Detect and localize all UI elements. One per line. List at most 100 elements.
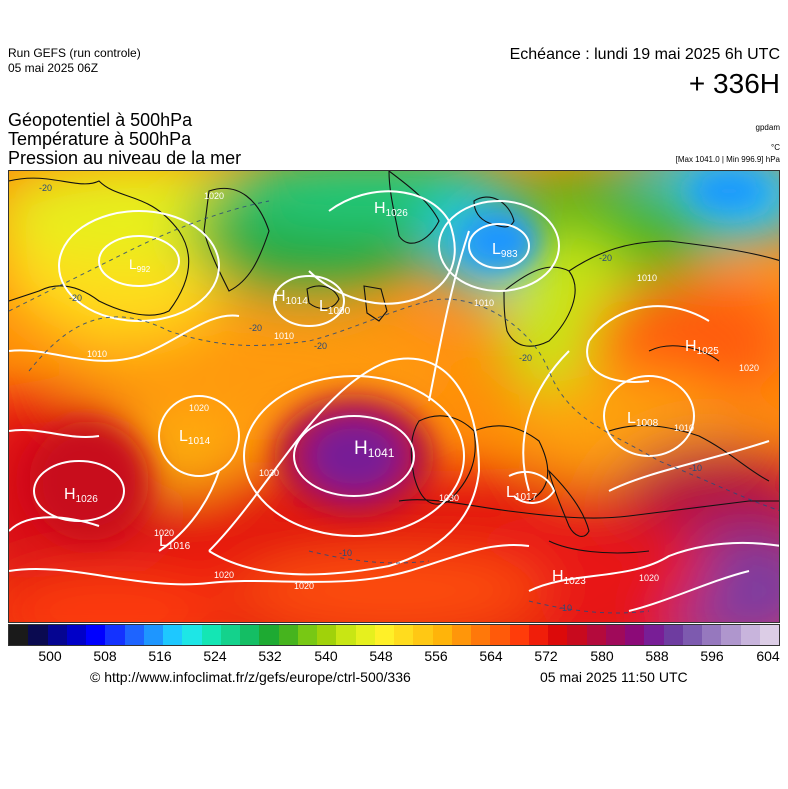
colorbar-swatch: [9, 625, 29, 645]
colorbar-swatch: [201, 625, 221, 645]
colorbar-swatch: [163, 625, 183, 645]
colorbar-swatch: [47, 625, 67, 645]
isotherm-label: -20: [69, 293, 82, 303]
isobar-label: 1030: [439, 493, 459, 503]
isobar-label: 1030: [259, 468, 279, 478]
run-title: Run GEFS (run controle): [8, 46, 141, 60]
high-pressure-center: H1025: [685, 338, 719, 357]
colorbar-swatch: [490, 625, 510, 645]
colorbar-swatch: [355, 625, 375, 645]
low-pressure-center: L1016: [159, 533, 191, 552]
isobar-label: 1010: [87, 349, 107, 359]
colorbar-tick-label: 556: [424, 648, 448, 664]
low-pressure-center: L1008: [627, 410, 659, 429]
colorbar-swatch: [586, 625, 606, 645]
colorbar-swatch: [471, 625, 491, 645]
colorbar-swatch: [297, 625, 317, 645]
isobar-label: 1010: [474, 298, 494, 308]
colorbar-swatch: [317, 625, 337, 645]
colorbar-swatch: [605, 625, 625, 645]
colorbar-swatch: [182, 625, 202, 645]
colorbar-swatch: [759, 625, 779, 645]
colorbar-tick-label: 540: [314, 648, 338, 664]
isotherm-label: -10: [339, 548, 352, 558]
pressure-range: [Max 1041.0 | Min 996.9] hPa: [675, 155, 780, 164]
isotherm-label: -20: [249, 323, 262, 333]
field-mslp: Pression au niveau de la mer: [8, 148, 242, 168]
isobar-label: 1020: [154, 528, 174, 538]
isobar-label: 1020: [189, 403, 209, 413]
generated-date: 05 mai 2025 11:50 UTC: [540, 669, 688, 685]
isotherm-label: -20: [519, 353, 532, 363]
isobar-label: 1010: [274, 331, 294, 341]
coastlines: [9, 171, 779, 554]
colorbar-swatch: [682, 625, 702, 645]
isobar-label: 1010: [674, 423, 694, 433]
colorbar-swatch: [528, 625, 548, 645]
colorbar-swatch: [413, 625, 433, 645]
weather-map: 1020 1010 1010 1010 1020 1020 1030 1030 1020 1020…: [8, 170, 780, 623]
colorbar-swatch: [220, 625, 240, 645]
colorbar-swatch: [721, 625, 741, 645]
colorbar-tick-label: 572: [534, 648, 558, 664]
map-canvas: 1020 1010 1010 1010 1020 1020 1030 1030 1020 1020…: [9, 171, 779, 622]
colorbar-swatch: [143, 625, 163, 645]
colorbar-swatch: [336, 625, 356, 645]
colorbar-swatch: [740, 625, 760, 645]
colorbar-swatch: [548, 625, 568, 645]
isotherm-label: -10: [689, 463, 702, 473]
low-pressure-center: L983: [492, 241, 518, 260]
high-pressure-center: H1026: [64, 486, 98, 505]
high-pressure-center: H1023: [552, 568, 586, 587]
isotherm-label: -20: [599, 253, 612, 263]
isobars: [9, 190, 779, 612]
colorbar-swatch: [567, 625, 587, 645]
colorbar-tick-label: 532: [258, 648, 282, 664]
colorbar-tick-label: 508: [93, 648, 117, 664]
colorbar-swatch: [86, 625, 106, 645]
lead-time: + 336H: [688, 68, 780, 99]
isobar-label: 1020: [739, 363, 759, 373]
low-pressure-center: L1014: [179, 428, 211, 447]
colorbar-tick-label: 580: [590, 648, 614, 664]
isobar-label: 1020: [294, 581, 314, 591]
colorbar-swatch: [394, 625, 414, 645]
high-pressure-center: H1041: [354, 438, 395, 460]
isotherm-labels: -20 -20 -20 -20 -20 -20 -10 -10 -10: [39, 183, 702, 613]
colorbar-swatch: [374, 625, 394, 645]
high-pressure-center: H1026: [374, 200, 408, 219]
field-temperature: Température à 500hPa: [8, 129, 192, 149]
isobar-label: 1020: [204, 191, 224, 201]
colorbar-swatch: [240, 625, 260, 645]
colorbar-swatch: [663, 625, 683, 645]
isotherm-label: -20: [39, 183, 52, 193]
colorbar-swatch: [124, 625, 144, 645]
colorbar-tick-label: 596: [700, 648, 724, 664]
isobar-label: 1010: [637, 273, 657, 283]
colorbar-swatch: [625, 625, 645, 645]
colorbar-swatch: [259, 625, 279, 645]
colorbar-tick-label: 604: [756, 648, 780, 664]
geopotential-field: [9, 171, 779, 622]
colorbar-swatch: [432, 625, 452, 645]
unit-celsius: °C: [771, 143, 780, 152]
colorbar-swatch: [105, 625, 125, 645]
colorbar-swatch: [509, 625, 529, 645]
colorbar-tick-label: 516: [148, 648, 172, 664]
isotherms: [9, 200, 779, 614]
isobar-labels: 1020 1010 1010 1010 1020 1020 1030 1030 1020 1020…: [87, 191, 759, 591]
low-pressure-center: L992: [129, 256, 151, 274]
unit-gpdam: gpdam: [755, 123, 780, 132]
credit-url: © http://www.infoclimat.fr/z/gefs/europe…: [90, 669, 411, 685]
colorbar-swatch: [66, 625, 86, 645]
colorbar-swatch: [451, 625, 471, 645]
colorbar-swatch: [644, 625, 664, 645]
isobar-label: 1020: [639, 573, 659, 583]
pressure-centers: L992 H1026 L983 H1014 L1000 H1025 L1014 H1041 L1…: [64, 200, 719, 587]
colorbar: [8, 624, 780, 646]
low-pressure-center: L1017: [506, 484, 538, 503]
isobar-label: 1020: [214, 570, 234, 580]
field-geopotential: Géopotentiel à 500hPa: [8, 110, 193, 130]
colorbar-tick-label: 588: [645, 648, 669, 664]
colorbar-tick-label: 564: [479, 648, 503, 664]
